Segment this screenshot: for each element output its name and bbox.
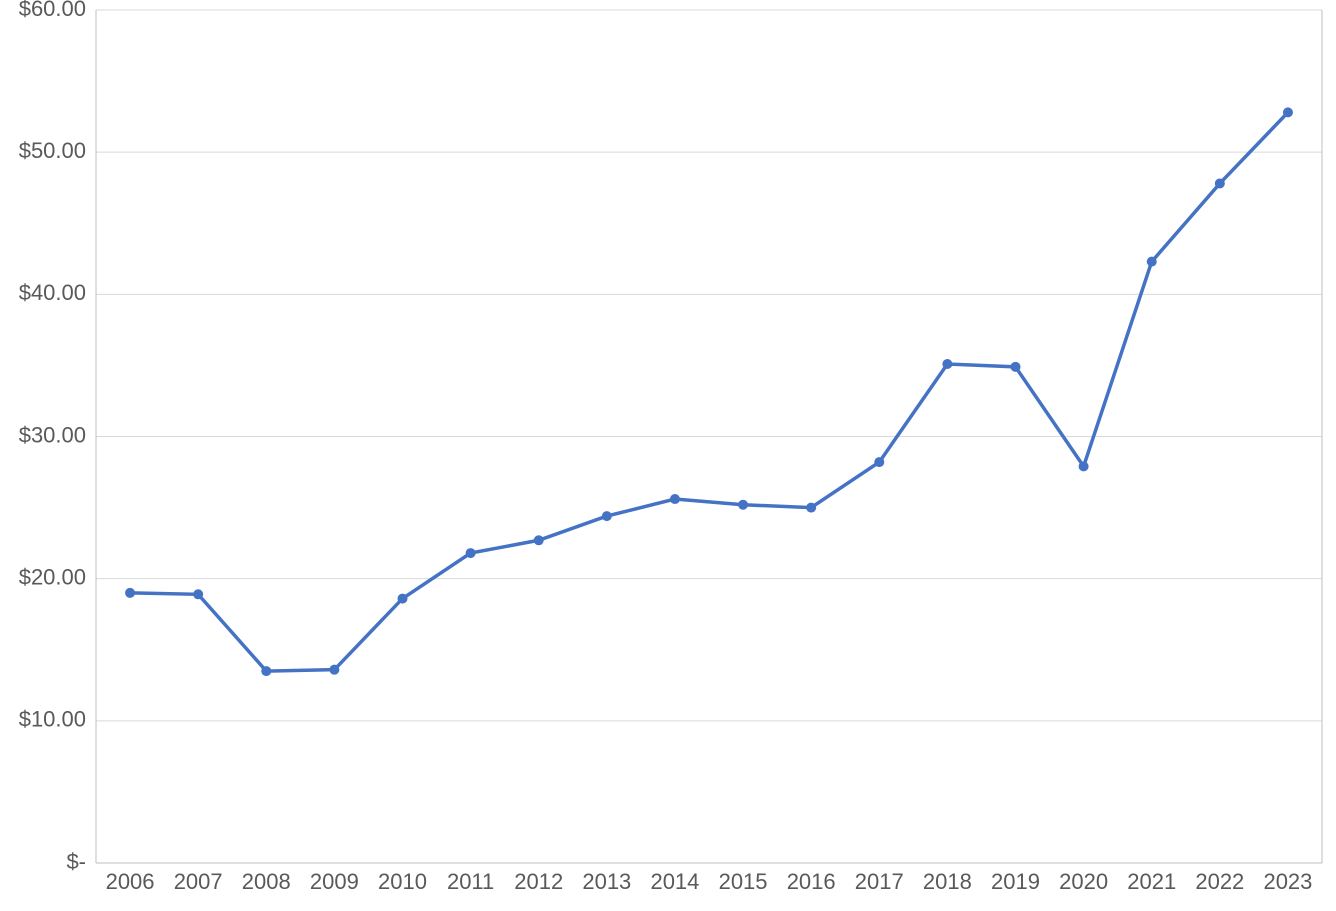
x-tick-label: 2015: [719, 869, 768, 894]
y-tick-label: $10.00: [19, 707, 86, 732]
x-tick-label: 2018: [923, 869, 972, 894]
x-tick-label: 2017: [855, 869, 904, 894]
y-tick-label: $30.00: [19, 422, 86, 447]
y-tick-label: $-: [66, 849, 86, 874]
series-marker: [1079, 461, 1089, 471]
y-tick-label: $50.00: [19, 138, 86, 163]
series-marker: [1215, 178, 1225, 188]
series-marker: [942, 359, 952, 369]
series-marker: [1011, 362, 1021, 372]
x-tick-label: 2012: [514, 869, 563, 894]
x-tick-label: 2007: [174, 869, 223, 894]
series-line: [130, 112, 1288, 671]
series-marker: [1283, 107, 1293, 117]
series-marker: [534, 535, 544, 545]
x-tick-label: 2008: [242, 869, 291, 894]
x-tick-label: 2009: [310, 869, 359, 894]
y-tick-label: $20.00: [19, 564, 86, 589]
series-marker: [806, 503, 816, 513]
x-tick-label: 2021: [1127, 869, 1176, 894]
series-marker: [261, 666, 271, 676]
series-marker: [193, 589, 203, 599]
series-marker: [602, 511, 612, 521]
series-marker: [398, 594, 408, 604]
series-marker: [874, 457, 884, 467]
x-tick-label: 2013: [582, 869, 631, 894]
x-tick-label: 2019: [991, 869, 1040, 894]
x-tick-label: 2006: [106, 869, 155, 894]
series-marker: [670, 494, 680, 504]
x-tick-label: 2023: [1263, 869, 1312, 894]
x-tick-label: 2016: [787, 869, 836, 894]
y-tick-label: $60.00: [19, 0, 86, 21]
x-tick-label: 2011: [447, 869, 494, 894]
x-tick-label: 2010: [378, 869, 427, 894]
x-tick-label: 2022: [1195, 869, 1244, 894]
line-chart: $- $10.00 $20.00 $30.00 $40.00 $50.00 $60.00 20…: [0, 0, 1336, 911]
series-marker: [125, 588, 135, 598]
series-marker: [1147, 257, 1157, 267]
x-tick-label: 2020: [1059, 869, 1108, 894]
x-tick-label: 2014: [650, 869, 699, 894]
series-marker: [466, 548, 476, 558]
series-marker: [738, 500, 748, 510]
chart-svg: $- $10.00 $20.00 $30.00 $40.00 $50.00 $60.00 20…: [0, 0, 1336, 911]
y-tick-label: $40.00: [19, 280, 86, 305]
series-marker: [329, 665, 339, 675]
